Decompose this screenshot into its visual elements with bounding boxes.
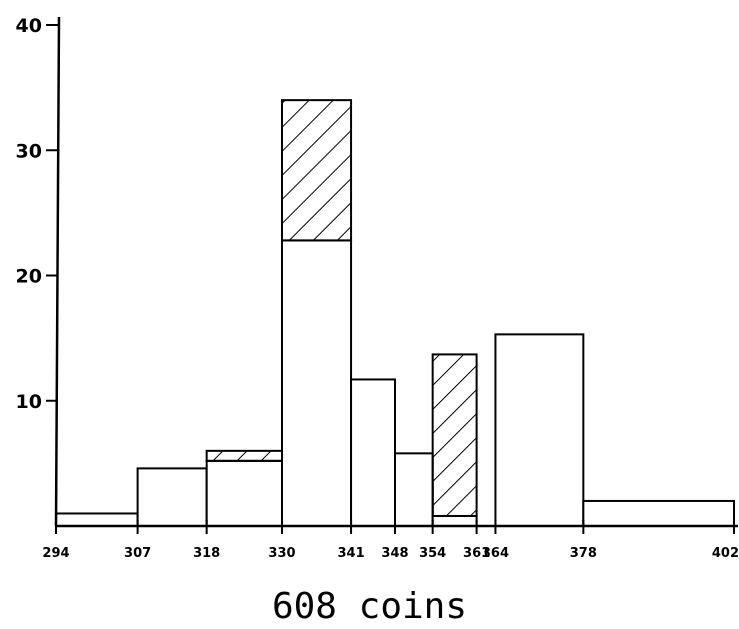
bar-hatched-2	[205, 449, 284, 462]
y-tick-label-40: 40	[16, 15, 42, 37]
x-tick-label-318: 318	[193, 546, 220, 561]
bar-plain-9	[582, 499, 735, 528]
bar-plain-3	[281, 239, 353, 527]
x-tick-label-354: 354	[419, 546, 446, 561]
bar-plain-8	[494, 333, 585, 527]
bar-plain-0	[55, 512, 139, 527]
chart-caption: 608 coins	[271, 586, 468, 627]
bar-plain-6	[394, 452, 434, 528]
x-tick-label-307: 307	[124, 546, 151, 561]
x-tick-label-348: 348	[381, 546, 408, 561]
bars-group	[55, 99, 735, 528]
y-tick-label-20: 20	[16, 266, 42, 288]
bar-hatched-7	[431, 353, 478, 517]
bar-plain-1	[136, 467, 208, 528]
bar-plain-7	[431, 514, 478, 527]
x-tick-label-330: 330	[268, 546, 295, 561]
y-tick-label-10: 10	[16, 391, 42, 413]
x-tick-label-361: 361	[463, 546, 490, 561]
bar-plain-2	[205, 459, 284, 527]
x-tick-label-341: 341	[337, 546, 364, 561]
x-tick-label-378: 378	[570, 546, 597, 561]
x-tick-label-294: 294	[42, 546, 69, 561]
y-tick-label-30: 30	[16, 140, 42, 162]
bar-plain-4	[350, 378, 396, 527]
x-tick-label-364: 364	[482, 546, 509, 561]
x-tick-label-402: 402	[712, 546, 739, 561]
y-axis-line	[54, 16, 61, 527]
bar-hatched-3	[281, 99, 353, 242]
